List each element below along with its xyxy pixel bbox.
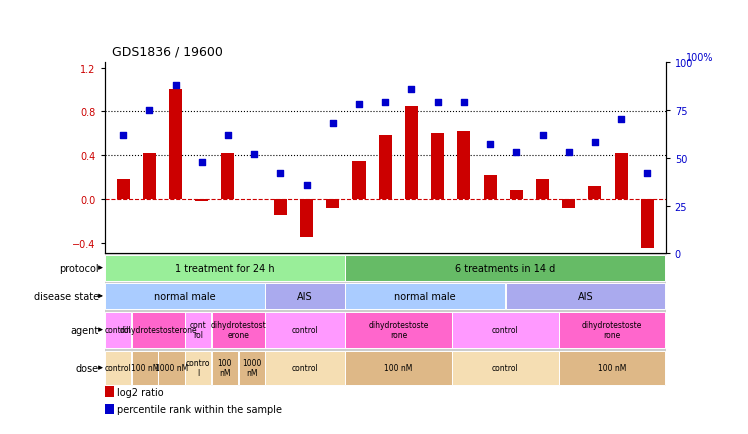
Text: dihydrotestost
erone: dihydrotestost erone (210, 320, 266, 339)
Bar (212, 351, 238, 385)
Text: normal male: normal male (154, 291, 215, 301)
Point (170, 82, 182, 89)
Point (405, 86, 417, 93)
Text: 1 treatment for 24 h: 1 treatment for 24 h (175, 263, 275, 273)
Bar (266, 283, 345, 309)
Bar (212, 312, 265, 348)
Bar (117, 180, 129, 199)
Text: dose: dose (76, 363, 99, 373)
Point (484, 141, 496, 148)
Text: AIS: AIS (577, 291, 593, 301)
Point (562, 149, 574, 156)
Bar (405, 107, 418, 199)
Text: control: control (292, 363, 319, 372)
Text: control: control (492, 363, 519, 372)
Text: agent: agent (71, 325, 99, 335)
Bar (195, 199, 208, 201)
Point (510, 149, 522, 156)
Bar (143, 154, 156, 199)
Point (432, 99, 444, 106)
Bar (346, 283, 505, 309)
Text: 100 nM: 100 nM (598, 363, 627, 372)
Text: 100
nM: 100 nM (218, 358, 232, 378)
Point (641, 170, 653, 177)
Text: normal male: normal male (394, 291, 456, 301)
Text: dihydrotestoste
rone: dihydrotestoste rone (582, 320, 643, 339)
Bar (453, 351, 559, 385)
Text: dihydrotestosterone: dihydrotestosterone (120, 326, 197, 334)
Bar (266, 351, 345, 385)
Point (458, 99, 470, 106)
Point (589, 140, 601, 147)
Bar (326, 199, 340, 208)
Bar (615, 154, 628, 199)
Bar (221, 154, 234, 199)
Point (222, 132, 234, 139)
Bar (431, 134, 444, 199)
Bar (132, 312, 185, 348)
Bar (346, 351, 452, 385)
Point (615, 117, 627, 124)
Bar (378, 136, 392, 199)
Bar (352, 161, 366, 199)
Bar (483, 175, 497, 199)
Bar (105, 351, 131, 385)
Text: control: control (492, 326, 519, 334)
Bar (453, 312, 559, 348)
Text: disease state: disease state (34, 291, 99, 301)
Text: control: control (292, 326, 319, 334)
Y-axis label: 100%: 100% (686, 53, 713, 63)
Bar (457, 132, 470, 199)
Bar (346, 255, 666, 281)
Text: dihydrotestoste
rone: dihydrotestoste rone (368, 320, 429, 339)
Text: control: control (105, 326, 132, 334)
Bar (239, 351, 265, 385)
Bar (506, 283, 666, 309)
Text: GDS1836 / 19600: GDS1836 / 19600 (112, 46, 223, 59)
Text: control: control (105, 363, 132, 372)
Bar (159, 351, 185, 385)
Bar (559, 312, 666, 348)
Text: 6 treatments in 14 d: 6 treatments in 14 d (456, 263, 556, 273)
Point (353, 102, 365, 108)
Bar (105, 283, 265, 309)
Point (275, 170, 286, 177)
Bar (300, 199, 313, 237)
Text: percentile rank within the sample: percentile rank within the sample (117, 404, 282, 414)
Text: 100 nM: 100 nM (131, 363, 159, 372)
Text: contro
l: contro l (186, 358, 210, 378)
Point (117, 132, 129, 139)
Bar (589, 186, 601, 199)
Point (327, 121, 339, 128)
Bar (169, 90, 182, 199)
Bar (266, 312, 345, 348)
Point (379, 99, 391, 106)
Point (144, 107, 156, 114)
Text: AIS: AIS (297, 291, 313, 301)
Text: log2 ratio: log2 ratio (117, 387, 163, 397)
Text: 1000
nM: 1000 nM (242, 358, 261, 378)
Text: cont
rol: cont rol (190, 320, 206, 339)
Point (196, 159, 208, 166)
Point (536, 132, 548, 139)
Bar (105, 255, 345, 281)
Text: protocol: protocol (60, 263, 99, 273)
Bar (274, 199, 287, 216)
Bar (641, 199, 654, 248)
Bar (559, 351, 666, 385)
Bar (105, 312, 131, 348)
Point (301, 182, 313, 189)
Bar (185, 351, 211, 385)
Bar (536, 180, 549, 199)
Text: 1000 nM: 1000 nM (155, 363, 188, 372)
Bar (132, 351, 158, 385)
Bar (185, 312, 211, 348)
Bar (562, 199, 575, 208)
Point (248, 151, 260, 158)
Text: 100 nM: 100 nM (384, 363, 413, 372)
Bar (509, 191, 523, 199)
Bar (346, 312, 452, 348)
